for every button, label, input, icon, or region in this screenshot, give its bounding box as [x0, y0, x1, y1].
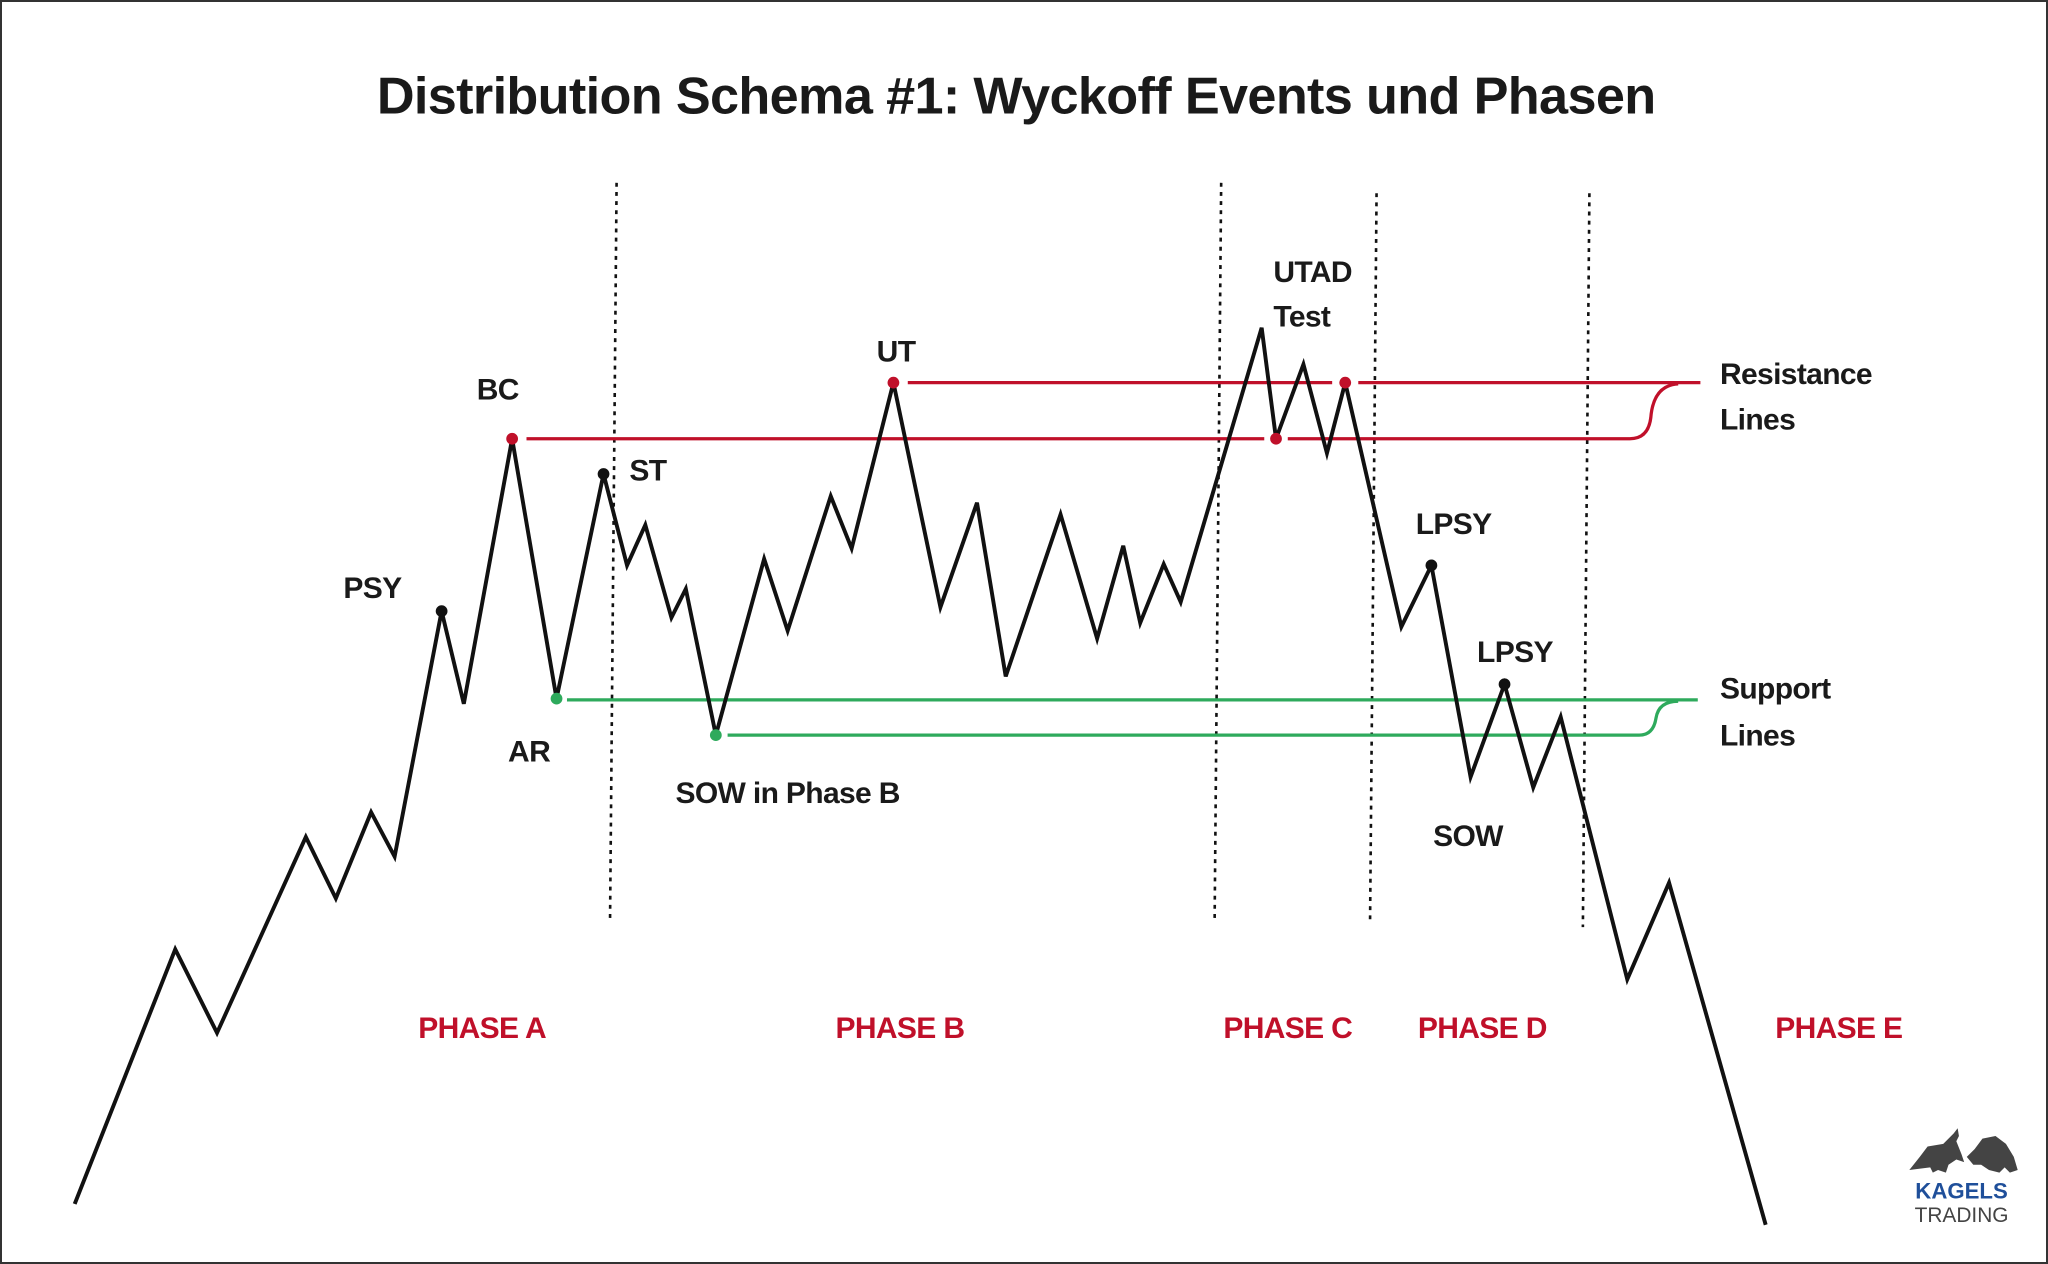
- legend-support-lines: Lines: [1720, 720, 1795, 753]
- phase-b-label: PHASE B: [836, 1012, 965, 1045]
- legend-support: Support: [1720, 673, 1831, 706]
- event-marker-st: [597, 468, 610, 480]
- phase-dividers: [608, 182, 1591, 928]
- legend-resistance: Resistance: [1720, 358, 1872, 391]
- event-markers: [435, 376, 1511, 742]
- event-marker-ar: [550, 692, 563, 705]
- label-utad: UTAD: [1273, 256, 1352, 289]
- phase-d-label: PHASE D: [1418, 1012, 1547, 1045]
- label-ar: AR: [508, 735, 551, 768]
- support-resistance-lines: [526, 380, 1701, 737]
- label-sow: SOW: [1433, 820, 1504, 853]
- label-sow-phase-b: SOW in Phase B: [675, 777, 899, 810]
- label-lpsy-2: LPSY: [1477, 636, 1553, 669]
- label-psy: PSY: [343, 572, 402, 605]
- event-marker-lpsy-1: [1425, 559, 1438, 572]
- bull-icon: [1909, 1128, 1965, 1173]
- phase-divider: [1213, 182, 1223, 918]
- label-lpsy-1: LPSY: [1416, 508, 1492, 541]
- event-marker-lpsy-2: [1498, 678, 1511, 691]
- label-test: Test: [1273, 300, 1331, 333]
- support-line-lower: [727, 699, 1679, 737]
- event-marker-test: [1339, 376, 1352, 389]
- bear-icon: [1966, 1136, 2018, 1173]
- phase-divider: [1368, 193, 1378, 925]
- diagram-title: Distribution Schema #1: Wyckoff Events u…: [377, 68, 1656, 126]
- phase-a-label: PHASE A: [418, 1012, 546, 1045]
- event-marker-utad-low: [1270, 432, 1282, 445]
- price-path: [72, 327, 1768, 1226]
- label-bc: BC: [477, 374, 519, 407]
- label-st: ST: [629, 455, 667, 488]
- legend-resistance-lines: Lines: [1720, 404, 1795, 437]
- phase-e-label: PHASE E: [1775, 1012, 1902, 1045]
- event-marker-sow-phase-b: [709, 729, 722, 742]
- phase-divider: [1581, 193, 1591, 928]
- phase-c-label: PHASE C: [1223, 1012, 1352, 1045]
- kagels-logo: KAGELS TRADING: [1909, 1128, 2018, 1227]
- logo-trading: TRADING: [1915, 1204, 2009, 1227]
- event-marker-psy: [435, 605, 448, 617]
- event-marker-bc: [506, 432, 519, 445]
- resistance-line-lower: [526, 382, 1679, 441]
- event-marker-ut: [887, 376, 900, 389]
- logo-kagels: KAGELS: [1915, 1179, 2007, 1204]
- phase-divider: [608, 182, 618, 918]
- label-ut: UT: [877, 336, 917, 369]
